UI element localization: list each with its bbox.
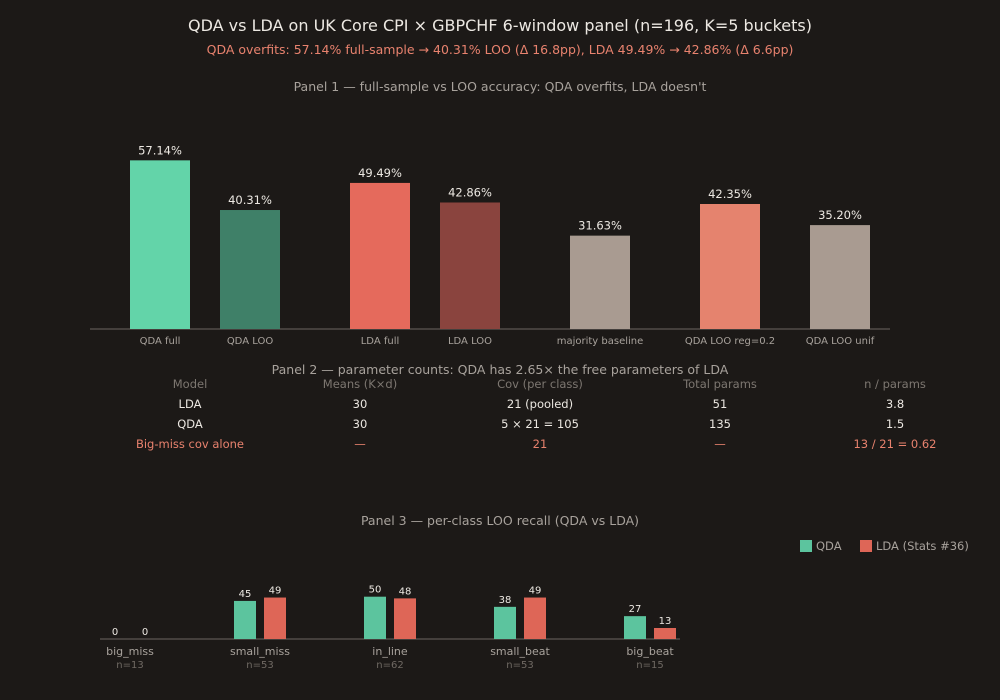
panel1-tick-label: LDA LOO [448, 336, 492, 347]
panel3-count-label: n=53 [246, 660, 273, 671]
table-header-means: Means (K×d) [322, 377, 398, 391]
panel3-bar-lda [524, 597, 546, 639]
panel2-title: Panel 2 — parameter counts: QDA has 2.65… [271, 362, 729, 377]
table-header-cov: Cov (per class) [497, 377, 583, 391]
panel1-value-label: 40.31% [228, 193, 272, 207]
legend-swatch-qda [800, 540, 812, 552]
panel3-bar-lda [654, 628, 676, 639]
panel1-value-label: 42.35% [708, 187, 752, 201]
panel1-tick-label: QDA full [140, 336, 181, 347]
panel3-value-label: 49 [269, 586, 282, 597]
table-header-total: Total params [683, 377, 757, 391]
panel1-bar [440, 202, 500, 329]
table-cell-cov: 5 × 21 = 105 [501, 417, 579, 431]
panel3-tick-label: small_miss [230, 645, 290, 658]
table-cell-model: Big-miss cov alone [135, 437, 245, 451]
table-cell-means: 30 [352, 417, 368, 431]
table-cell-total: 51 [712, 397, 728, 411]
panel1-value-label: 35.20% [818, 208, 862, 222]
table-cell-means: — [354, 437, 366, 451]
legend-swatch-lda [860, 540, 872, 552]
panel1-tick-label: LDA full [361, 336, 400, 347]
panel3-value-label: 38 [499, 595, 512, 606]
panel3-value-label: 0 [112, 627, 118, 638]
table-cell-ratio: 3.8 [885, 397, 905, 411]
table-cell-total: 135 [709, 417, 731, 431]
chart-subtitle: QDA overfits: 57.14% full-sample → 40.31… [206, 42, 794, 57]
legend-item-qda: QDA [800, 539, 842, 553]
panel1-bar [350, 182, 410, 329]
panel1-bar [570, 235, 630, 329]
panel3-bar-lda [394, 598, 416, 639]
panel3-count-label: n=53 [506, 660, 533, 671]
panel3-value-label: 45 [239, 589, 252, 600]
table-cell-ratio: 1.5 [885, 417, 905, 431]
panel1-tick-label: QDA LOO unif [806, 336, 875, 347]
panel1-bar [810, 225, 870, 329]
panel3-bar-qda [624, 616, 646, 639]
panel3-count-label: n=62 [376, 660, 403, 671]
panel3-value-label: 13 [659, 616, 672, 627]
table-cell-total: — [714, 437, 726, 451]
panel3-tick-label: in_line [372, 645, 408, 658]
panel1-bar [130, 160, 190, 329]
panel3-tick-label: small_beat [490, 645, 550, 658]
panel3-value-label: 50 [369, 585, 382, 596]
panel3-count-label: n=15 [636, 660, 663, 671]
panel3-title: Panel 3 — per-class LOO recall (QDA vs L… [360, 513, 640, 528]
panel1-title: Panel 1 — full-sample vs LOO accuracy: Q… [293, 79, 707, 94]
table-cell-model: LDA [178, 397, 202, 411]
table-cell-means: 30 [352, 397, 368, 411]
legend-item-lda: LDA (Stats #36) [860, 539, 969, 553]
panel1-value-label: 31.63% [578, 219, 622, 233]
table-header-model: Model [172, 377, 208, 391]
panel3-count-label: n=13 [116, 660, 143, 671]
panel3-tick-label: big_miss [106, 645, 154, 658]
panel3-value-label: 27 [629, 604, 642, 615]
panel1-value-label: 57.14% [138, 143, 182, 157]
panel3-value-label: 49 [529, 586, 542, 597]
panel1-tick-label: QDA LOO reg=0.2 [685, 336, 775, 347]
panel1-value-label: 49.49% [358, 166, 402, 180]
panel1-tick-label: QDA LOO [227, 336, 274, 347]
table-cell-model: QDA [177, 417, 203, 431]
panel1-value-label: 42.86% [448, 185, 492, 199]
table-header-ratio: n / params [864, 377, 926, 391]
legend-label-lda: LDA (Stats #36) [876, 539, 969, 553]
panel1-bar [220, 210, 280, 329]
panel3-bar-qda [364, 596, 386, 639]
panel3-tick-label: big_beat [626, 645, 674, 658]
table-cell-cov: 21 (pooled) [506, 397, 574, 411]
panel3-value-label: 0 [142, 627, 148, 638]
panel1-bar [700, 203, 760, 329]
legend-label-qda: QDA [816, 539, 842, 553]
panel3-bar-lda [264, 597, 286, 639]
table-cell-ratio: 13 / 21 = 0.62 [853, 437, 937, 451]
panel3-value-label: 48 [399, 586, 412, 597]
table-cell-cov: 21 [532, 437, 548, 451]
panel3-bar-qda [494, 606, 516, 639]
panel1-tick-label: majority baseline [557, 336, 644, 347]
chart-title: QDA vs LDA on UK Core CPI × GBPCHF 6-win… [188, 16, 812, 35]
panel3-bar-qda [234, 600, 256, 639]
